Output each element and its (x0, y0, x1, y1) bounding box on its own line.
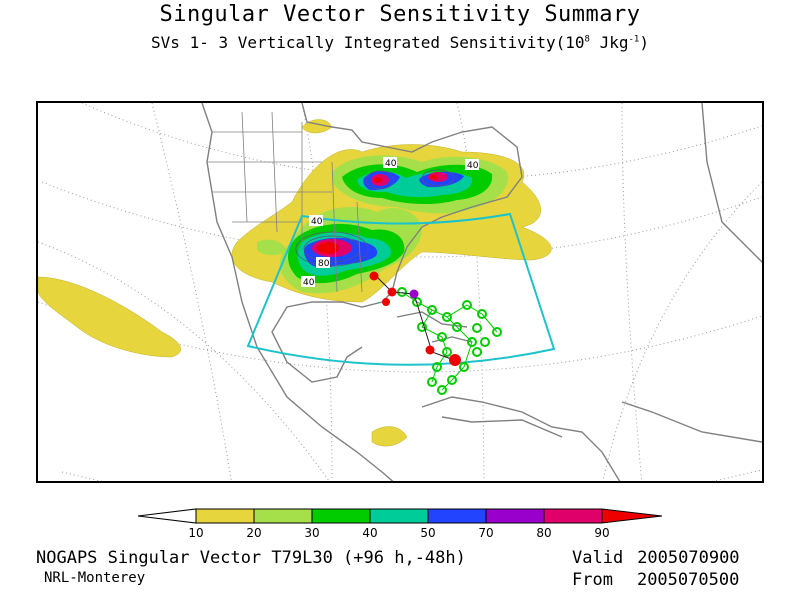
colorbar-tick-label: 20 (246, 526, 261, 540)
colorbar-tick-label: 30 (304, 526, 319, 540)
valid-label: Valid (572, 548, 624, 568)
colorbar-bin-40-50 (369, 508, 429, 524)
political-borders (207, 111, 363, 293)
colorbar-upper-triangle (601, 508, 663, 524)
contour-label: 80 (318, 259, 330, 269)
contour-label: 40 (303, 278, 315, 288)
subtitle-prefix: SVs 1- 3 Vertically Integrated Sensitivi… (151, 33, 585, 52)
contour-label: 40 (311, 217, 323, 227)
from-label: From (572, 570, 613, 590)
subtitle-unit: Jkg (589, 33, 629, 52)
colorbar-tick-label: 10 (188, 526, 203, 540)
colorbar-tick-label: 40 (362, 526, 377, 540)
colorbar-bin-70-80 (485, 508, 545, 524)
subtitle-exponent: 8 (584, 34, 590, 45)
subtitle-suffix: ) (639, 33, 649, 52)
ensemble-track-points (397, 287, 502, 395)
sensitivity-field-90 (317, 174, 438, 254)
colorbar-bin-50-70 (427, 508, 487, 524)
map-panel: 40 40 40 80 40 (36, 101, 764, 483)
subtitle-unit-exponent: -1 (628, 34, 640, 45)
verification-region (246, 212, 556, 366)
colorbar: 10 20 30 40 50 70 80 90 (130, 505, 670, 545)
contour-label: 40 (385, 159, 397, 169)
institution-label: NRL-Monterey (44, 570, 146, 586)
colorbar-tick-label: 50 (420, 526, 435, 540)
map-canvas: 40 40 40 80 40 (38, 103, 762, 481)
page-title: Singular Vector Sensitivity Summary (159, 2, 641, 27)
contour-label-group: 40 40 40 80 40 (301, 157, 479, 288)
analysis-track (369, 271, 461, 366)
from-time: From 2005070500 (572, 570, 739, 590)
colorbar-bin-80-90 (543, 508, 603, 524)
from-value: 2005070500 (636, 570, 740, 590)
valid-value: 2005070900 (637, 548, 740, 568)
model-description: NOGAPS Singular Vector T79L30 (+96 h,-48… (36, 548, 466, 568)
colorbar-bin-30-40 (311, 508, 371, 524)
colorbar-bin-20-30 (253, 508, 313, 524)
colorbar-svg: 10 20 30 40 50 70 80 90 (137, 508, 663, 540)
colorbar-tick-label: 90 (594, 526, 609, 540)
colorbar-tick-label: 70 (478, 526, 493, 540)
colorbar-tick-label: 80 (536, 526, 551, 540)
colorbar-bin-10-20 (195, 508, 255, 524)
page-subtitle: SVs 1- 3 Vertically Integrated Sensitivi… (0, 33, 800, 52)
contour-label: 40 (467, 161, 479, 171)
colorbar-lower-triangle (137, 508, 197, 524)
valid-time: Valid 2005070900 (572, 548, 740, 568)
